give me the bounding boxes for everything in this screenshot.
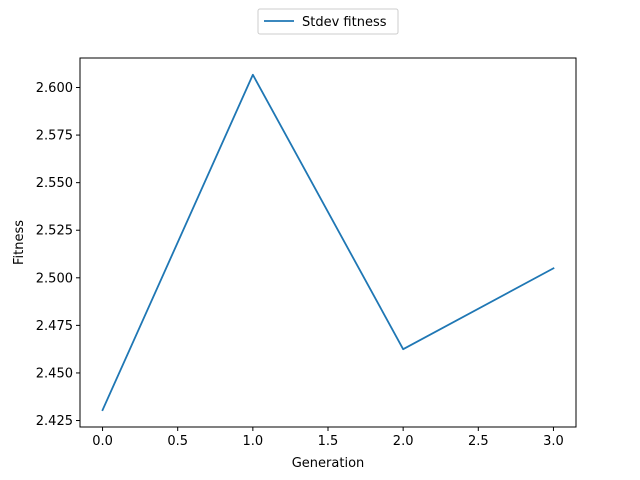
x-tick-label: 2.0 <box>393 434 414 449</box>
legend-box <box>257 8 399 35</box>
y-tick-label: 2.475 <box>36 319 73 334</box>
y-tick-label: 2.450 <box>36 366 73 381</box>
series-layer <box>101 73 555 412</box>
plot-background <box>80 58 576 427</box>
series-line <box>101 73 555 412</box>
y-tick-label: 2.525 <box>36 224 73 239</box>
x-tick-label: 3.0 <box>543 434 564 449</box>
y-tick-label: 2.600 <box>36 81 73 96</box>
x-tick-label: 1.0 <box>243 434 264 449</box>
x-tick-label: 0.0 <box>92 434 113 449</box>
legend: Stdev fitness <box>257 8 399 35</box>
x-axis-title: Generation <box>292 456 365 471</box>
x-tick-label: 1.5 <box>318 434 339 449</box>
x-tick-label: 2.5 <box>468 434 489 449</box>
y-axis: 2.425 2.450 2.475 2.500 2.525 2.550 2.575 2.600 <box>36 81 80 429</box>
y-tick-label: 2.425 <box>36 414 73 429</box>
legend-label: Stdev fitness <box>302 15 387 30</box>
x-tick-label: 0.5 <box>167 434 188 449</box>
x-axis: 0.0 0.5 1.0 1.5 2.0 2.5 3.0 <box>92 427 564 449</box>
y-axis-title: Fitness <box>12 220 27 265</box>
y-tick-label: 2.550 <box>36 176 73 191</box>
y-tick-label: 2.500 <box>36 271 73 286</box>
y-tick-label: 2.575 <box>36 129 73 144</box>
